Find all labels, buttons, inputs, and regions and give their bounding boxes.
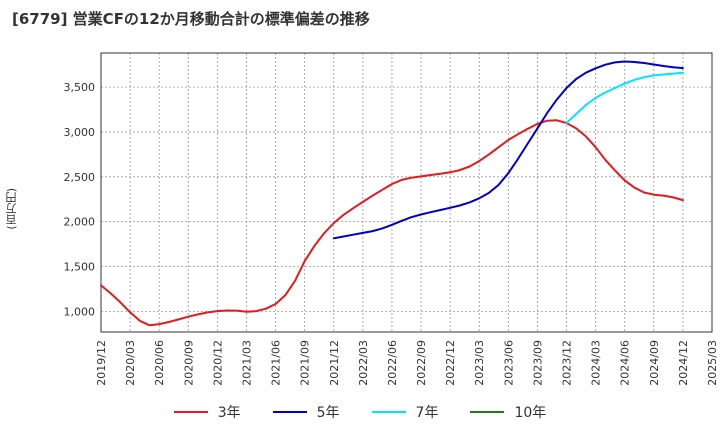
x-tick-label: 2022/03 [357, 340, 370, 386]
x-tick-label: 2021/03 [240, 340, 253, 386]
legend-label: 5年 [316, 405, 340, 421]
chart-title: [6779] 営業CFの12か月移動合計の標準偏差の推移 [12, 10, 370, 28]
legend-label: 10年 [514, 405, 547, 421]
x-tick-label: 2023/12 [561, 340, 574, 386]
x-tick-label: 2021/09 [299, 340, 312, 386]
series-line-3年 [100, 119, 684, 327]
x-tick-label: 2025/03 [706, 340, 719, 386]
legend-item: 10年 [470, 402, 546, 422]
grid-lines [100, 53, 713, 332]
x-tick-label: 2021/06 [270, 340, 283, 386]
legend-label: 7年 [415, 405, 439, 421]
legend-item: 7年 [371, 402, 439, 422]
legend-swatch [173, 411, 208, 413]
series-line-5年 [332, 60, 684, 240]
y-tick-label: 3,000 [64, 126, 96, 139]
plot-frame [100, 52, 713, 333]
plot-area [101, 53, 712, 332]
x-tick-label: 2019/12 [95, 340, 108, 386]
x-tick-label: 2020/03 [124, 340, 137, 386]
legend-swatch [371, 411, 406, 413]
x-tick-label: 2022/09 [415, 340, 428, 386]
legend: 3年 5年 7年 10年 [0, 402, 720, 422]
y-tick-label: 2,000 [64, 216, 96, 229]
legend-item: 5年 [272, 402, 340, 422]
x-tick-label: 2024/12 [677, 340, 690, 386]
y-tick-label: 2,500 [64, 171, 96, 184]
x-tick-label: 2024/03 [590, 340, 603, 386]
x-tick-label: 2020/09 [182, 340, 195, 386]
series-line-7年 [565, 71, 684, 124]
x-tick-label: 2020/12 [211, 340, 224, 386]
x-tick-label: 2022/12 [444, 340, 457, 386]
y-tick-label: 1,000 [64, 305, 96, 318]
legend-label: 3年 [217, 405, 241, 421]
legend-item: 3年 [173, 402, 241, 422]
axes: 2019/12 2020/03 2020/06 2020/09 2020/12 2021/… [64, 52, 719, 386]
y-tick-label: 3,500 [64, 81, 96, 94]
y-tick-label: 1,500 [64, 261, 96, 274]
x-tick-label: 2024/09 [648, 340, 661, 386]
x-tick-label: 2024/06 [619, 340, 632, 386]
x-tick-label: 2021/12 [328, 340, 341, 386]
x-tick-label: 2022/06 [386, 340, 399, 386]
chart-plot: 2019/12 2020/03 2020/06 2020/09 2020/12 2021/… [64, 52, 719, 386]
legend-swatch [470, 411, 505, 413]
x-tick-label: 2023/09 [531, 340, 544, 386]
x-tick-label: 2020/06 [153, 340, 166, 386]
x-tick-label: 2023/03 [473, 340, 486, 386]
series-lines [100, 60, 684, 327]
legend-swatch [272, 411, 307, 413]
x-tick-label: 2023/06 [502, 340, 515, 386]
